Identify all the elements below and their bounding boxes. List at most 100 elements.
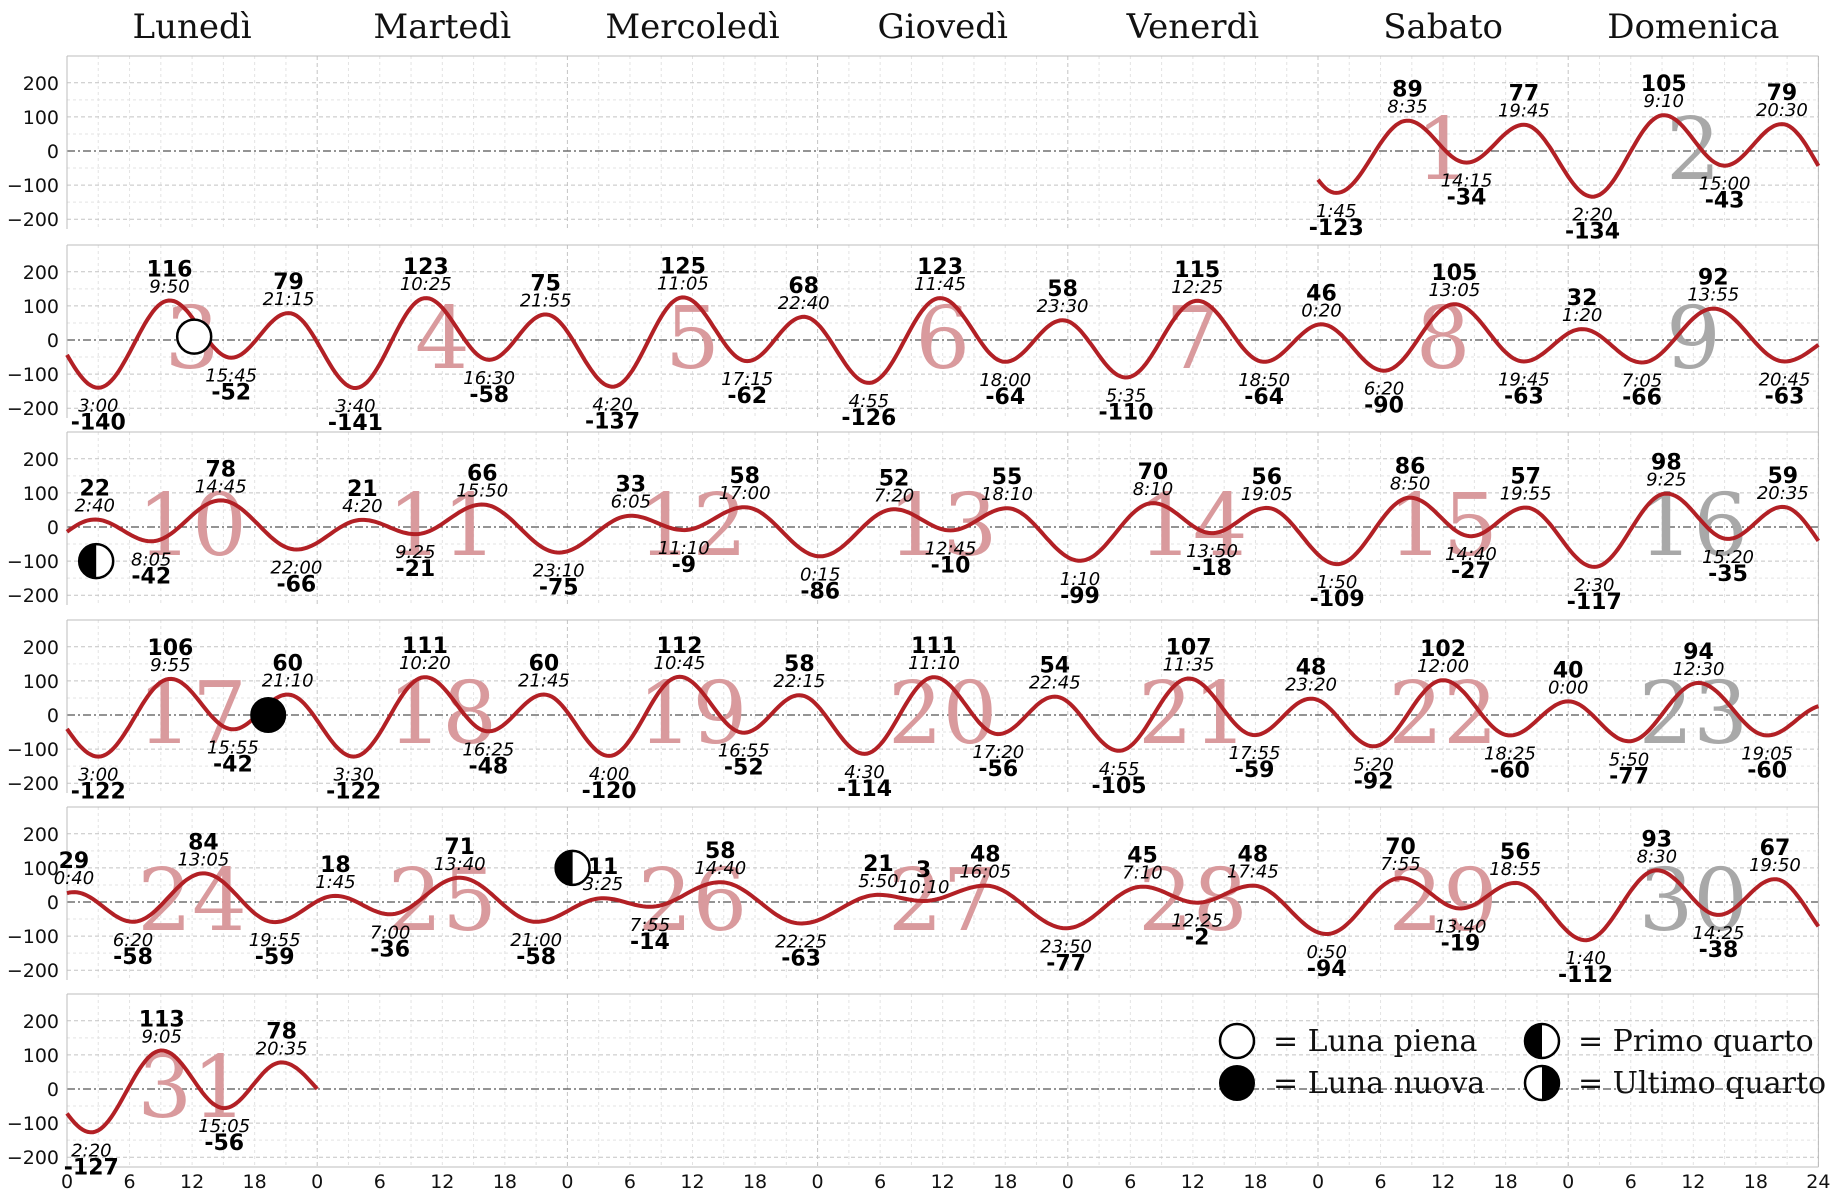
extreme-time: 0:15 — [800, 564, 840, 585]
extreme-time: 4:00 — [589, 764, 629, 785]
extreme-value: 33 — [616, 473, 647, 498]
extreme-value: -122 — [71, 780, 126, 805]
extreme-value: 56 — [1251, 465, 1282, 490]
extreme-time: 5:50 — [858, 871, 898, 892]
extreme-value: -112 — [1558, 963, 1613, 988]
tide-curve — [66, 868, 1821, 943]
extreme-value: -75 — [539, 576, 579, 601]
x-tick-label: 6 — [124, 1171, 136, 1193]
extreme-value: 79 — [273, 270, 304, 295]
extreme-time: 20:30 — [1756, 100, 1808, 121]
extreme-time: 20:35 — [1757, 483, 1809, 504]
y-tick-label: −100 — [7, 926, 59, 948]
extreme-time: 7:55 — [630, 915, 670, 936]
day-number: 31 — [137, 1038, 246, 1138]
extreme-value: -137 — [585, 410, 640, 435]
y-tick-label: 0 — [47, 517, 59, 539]
extreme-time: 13:40 — [434, 854, 486, 875]
extreme-time: 3:30 — [333, 765, 373, 786]
extreme-time: 22:25 — [775, 931, 827, 952]
extreme-value: -21 — [395, 557, 435, 582]
extreme-value: -58 — [469, 383, 509, 408]
extreme-value: 70 — [1385, 835, 1416, 860]
extreme-time: 2:40 — [75, 495, 115, 516]
x-tick-label: 18 — [1744, 1171, 1768, 1193]
moon-disc — [250, 697, 287, 733]
extreme-time: 8:30 — [1637, 846, 1677, 867]
y-tick-label: 0 — [47, 705, 59, 727]
extreme-value: 111 — [911, 634, 957, 659]
y-tick-label: 0 — [47, 892, 59, 914]
moon-shade — [79, 544, 97, 579]
extreme-time: 9:10 — [1644, 91, 1684, 112]
extreme-time: 4:20 — [592, 395, 632, 416]
extreme-time: 17:20 — [972, 742, 1024, 763]
day-number: 13 — [888, 476, 997, 576]
extreme-value: -62 — [727, 384, 767, 409]
y-tick-label: −100 — [7, 551, 59, 573]
y-tick-label: 200 — [23, 73, 59, 95]
extreme-time: 7:00 — [370, 922, 410, 943]
extreme-time: 1:20 — [1562, 305, 1602, 326]
y-tick-label: 0 — [47, 141, 59, 163]
extreme-value: -2 — [1185, 926, 1209, 951]
extreme-time: 22:45 — [1029, 673, 1081, 694]
extreme-time: 15:05 — [198, 1116, 250, 1137]
extreme-time: 9:25 — [395, 542, 435, 563]
extreme-time: 1:45 — [1316, 201, 1356, 222]
quarter-moon-icon — [77, 542, 115, 580]
extreme-value: 54 — [1039, 654, 1070, 679]
moon-disc — [1218, 1022, 1256, 1060]
extreme-time: 4:55 — [1099, 759, 1139, 780]
legend-label: = Ultimo quarto — [1578, 1066, 1826, 1101]
day-number: 25 — [388, 851, 497, 951]
extreme-value: 89 — [1392, 78, 1423, 103]
extreme-value: -127 — [64, 1155, 119, 1180]
extreme-value: -109 — [1310, 587, 1365, 612]
extreme-time: 2:20 — [1572, 205, 1612, 226]
y-tick-label: −100 — [7, 1113, 59, 1135]
extreme-value: 112 — [657, 634, 703, 659]
extreme-time: 6:20 — [113, 930, 153, 951]
extreme-time: 17:00 — [719, 483, 771, 504]
extreme-value: -122 — [326, 780, 381, 805]
extreme-time: 19:55 — [249, 930, 301, 951]
y-tick-label: −100 — [7, 364, 59, 386]
extreme-value: 105 — [1431, 261, 1477, 286]
day-number: 2 — [1666, 100, 1721, 200]
extreme-value: 71 — [444, 835, 475, 860]
extreme-time: 0:50 — [1306, 942, 1346, 963]
extreme-time: 13:50 — [1186, 541, 1238, 562]
extreme-time: 21:10 — [262, 671, 314, 692]
y-tick-label: −200 — [7, 209, 59, 231]
extreme-time: 3:25 — [583, 874, 623, 895]
extreme-time: 8:10 — [1133, 479, 1173, 500]
day-number: 18 — [388, 664, 497, 764]
x-tick-label: 0 — [311, 1171, 323, 1193]
y-tick-label: −200 — [7, 585, 59, 607]
extreme-value: -18 — [1192, 556, 1232, 581]
day-number: 10 — [137, 476, 246, 576]
extreme-value: 58 — [705, 839, 736, 864]
extreme-value: -56 — [204, 1131, 244, 1156]
extreme-time: 10:45 — [654, 653, 706, 674]
extreme-time: 14:45 — [195, 476, 247, 497]
extreme-time: 15:50 — [456, 480, 508, 501]
extreme-value: 32 — [1567, 286, 1598, 311]
extreme-time: 15:55 — [207, 737, 259, 758]
y-tick-label: 100 — [23, 1045, 59, 1067]
extreme-time: 21:45 — [518, 671, 570, 692]
extreme-time: 18:00 — [979, 370, 1031, 391]
extreme-time: 2:30 — [1574, 575, 1614, 596]
extreme-value: 3 — [916, 858, 931, 883]
extreme-time: 0:00 — [1548, 677, 1588, 698]
extreme-value: -63 — [781, 946, 821, 971]
extreme-time: 8:05 — [131, 549, 171, 570]
extreme-value: -90 — [1364, 394, 1404, 419]
weekday-headers: Lunedì Martedì Mercoledì Giovedì Venerdì Saba… — [133, 7, 1780, 47]
extreme-time: 11:10 — [908, 653, 960, 674]
day-number: 6 — [915, 289, 970, 389]
x-tick-label: 6 — [1625, 1171, 1637, 1193]
extreme-time: 23:30 — [1037, 296, 1089, 317]
